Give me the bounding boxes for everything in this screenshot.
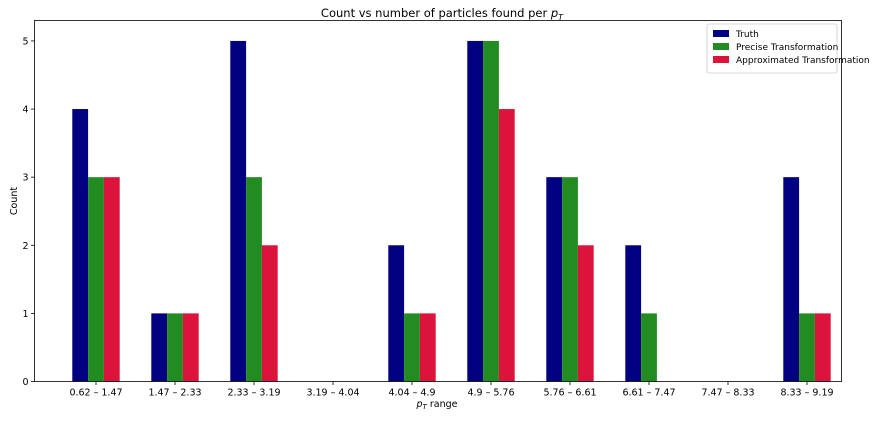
legend-swatch <box>713 30 729 37</box>
bar <box>261 245 278 382</box>
y-tick-label: 2 <box>22 241 28 252</box>
x-tick-label: 1.47 – 2.33 <box>148 388 201 399</box>
x-tick-label: 4.9 – 5.76 <box>467 388 514 399</box>
x-tick-label: 3.19 – 4.04 <box>306 388 359 399</box>
y-tick-label: 1 <box>22 309 28 320</box>
bar <box>404 313 420 382</box>
bar <box>625 245 642 382</box>
bar <box>230 40 247 382</box>
bar <box>246 177 262 382</box>
bar <box>562 177 578 382</box>
x-tick-label: 6.61 – 7.47 <box>622 388 675 399</box>
bar <box>72 109 89 382</box>
x-tick-label: 4.04 – 4.9 <box>388 388 435 399</box>
x-tick-label: 0.62 – 1.47 <box>69 388 122 399</box>
bar <box>783 177 800 382</box>
x-tick-label: 7.47 – 8.33 <box>701 388 754 399</box>
bar <box>546 177 563 382</box>
bar <box>182 313 199 382</box>
chart-title: Count vs number of particles found per p… <box>321 6 564 22</box>
bar <box>577 245 594 382</box>
bar <box>483 40 499 382</box>
legend-label: Truth <box>735 30 759 40</box>
y-tick-label: 4 <box>22 105 28 116</box>
bar <box>467 40 484 382</box>
legend-swatch <box>713 56 729 63</box>
bar <box>641 313 657 382</box>
x-tick-label: 2.33 – 3.19 <box>227 388 280 399</box>
y-tick-label: 5 <box>22 36 28 47</box>
y-tick-label: 0 <box>22 377 28 388</box>
bar <box>498 109 515 382</box>
bar <box>103 177 120 382</box>
legend-label: Approximated Transformation <box>736 56 870 66</box>
x-tick-label: 5.76 – 6.61 <box>543 388 596 399</box>
x-axis: 0.62 – 1.47 1.47 – 2.33 2.33 – 3.19 3.19 – … <box>69 381 834 399</box>
x-axis-label: pT range <box>416 399 458 411</box>
y-axis-label: Count <box>9 187 20 215</box>
bar <box>814 313 831 382</box>
legend-swatch <box>713 43 729 50</box>
legend-label: Precise Transformation <box>736 43 838 53</box>
plot-frame <box>34 20 842 382</box>
y-tick-label: 3 <box>22 173 28 184</box>
y-axis: 0 1 2 3 4 5 <box>22 36 35 388</box>
bar <box>167 313 183 382</box>
bar <box>388 245 405 382</box>
bar <box>419 313 436 382</box>
bars-layer <box>72 40 831 382</box>
x-tick-label: 8.33 – 9.19 <box>780 388 833 399</box>
bar <box>88 177 104 382</box>
legend: Truth Precise Transformation Approximated … <box>706 23 870 74</box>
bar <box>151 313 168 382</box>
bar <box>799 313 815 382</box>
legend-box <box>706 23 838 74</box>
